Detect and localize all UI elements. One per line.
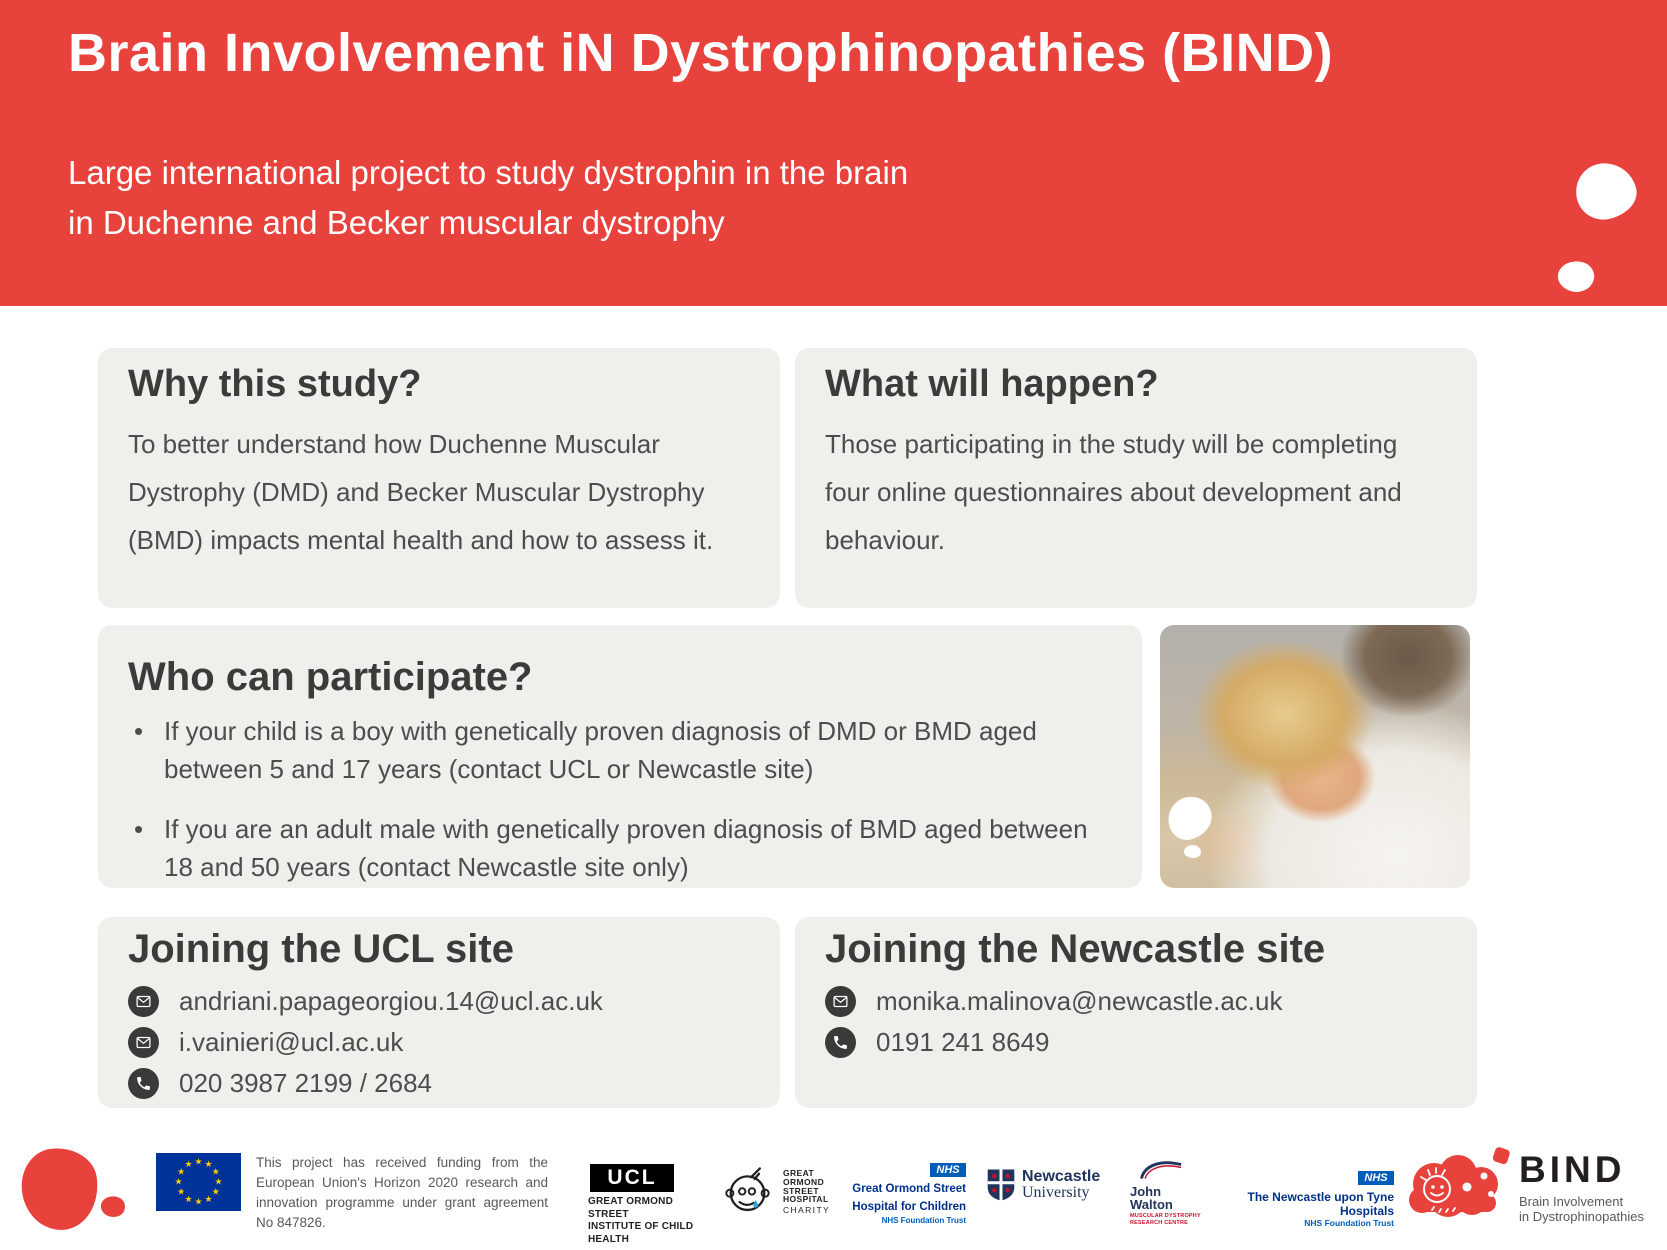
red-blob-decor-icon [16, 1143, 104, 1235]
who-bullet-list: If your child is a boy with genetically … [128, 712, 1088, 886]
gosh-charity-logo-text: GREAT ORMOND STREET HOSPITAL CHARITY [783, 1168, 831, 1216]
walton-swoosh-icon [1140, 1161, 1182, 1180]
email-icon [128, 986, 159, 1017]
section-what-will-happen: What will happen? Those participating in… [795, 348, 1477, 608]
what-body: Those participating in the study will be… [825, 429, 1402, 555]
child-hug-photo [1160, 625, 1470, 888]
gosh-nhs-trust-logo: NHS Great Ormond Street Hospital for Chi… [852, 1163, 966, 1225]
contact-row: 0191 241 8649 [825, 1027, 1447, 1058]
white-blob-decor-icon [1570, 157, 1642, 225]
section-joining-newcastle-site: Joining the Newcastle site monika.malino… [795, 917, 1477, 1108]
header-banner: Brain Involvement iN Dystrophinopathies … [0, 0, 1667, 306]
bind-logo-text: BIND Brain Involvement in Dystrophinopat… [1519, 1149, 1645, 1225]
ucl-phone: 020 3987 2199 / 2684 [179, 1068, 433, 1098]
ucl-site-title: Joining the UCL site [128, 927, 514, 971]
newcastle-shield-icon [987, 1169, 1015, 1201]
john-walton-centre-logo: John Walton MUSCULAR DYSTROPHY RESEARCH … [1130, 1158, 1210, 1226]
section-why-this-study: Why this study? To better understand how… [98, 348, 780, 608]
ucl-email-2: i.vainieri@ucl.ac.uk [179, 1027, 404, 1057]
newcastle-contact-list: monika.malinova@newcastle.ac.uk 0191 241… [825, 986, 1447, 1058]
ucl-institute-logo: UCL GREAT ORMOND STREET INSTITUTE OF CHI… [588, 1164, 708, 1246]
newcastle-nhs-trust-logo: NHS The Newcastle upon Tyne Hospitals NH… [1247, 1171, 1394, 1228]
white-blob-decor-icon [1163, 792, 1217, 844]
funding-statement: This project has received funding from t… [256, 1155, 548, 1230]
why-body: To better understand how Duchenne Muscul… [128, 429, 714, 555]
page-title: Brain Involvement iN Dystrophinopathies … [68, 23, 1334, 83]
page-subtitle: Large international project to study dys… [68, 148, 908, 248]
email-icon [128, 1027, 159, 1058]
section-who-can-participate: Who can participate? If your child is a … [98, 625, 1142, 888]
contact-row: andriani.papageorgiou.14@ucl.ac.uk [128, 986, 750, 1017]
white-blob-decor-small-icon [1554, 256, 1598, 297]
nhs-logo: NHS [1358, 1171, 1394, 1185]
bind-wordmark: BIND [1519, 1149, 1626, 1190]
email-icon [825, 986, 856, 1017]
phone-icon [128, 1068, 159, 1099]
newcastle-university-logo: Newcastle University [986, 1168, 1100, 1202]
subtitle-line-2: in Duchenne and Becker muscular dystroph… [68, 204, 725, 241]
ucl-wordmark: UCL [590, 1164, 674, 1192]
nhs-logo: NHS [930, 1163, 966, 1177]
newcastle-email: monika.malinova@newcastle.ac.uk [876, 986, 1283, 1016]
who-title: Who can participate? [128, 655, 533, 699]
subtitle-line-1: Large international project to study dys… [68, 154, 909, 191]
contact-row: 020 3987 2199 / 2684 [128, 1068, 750, 1099]
white-blob-decor-small-icon [1183, 843, 1202, 860]
gosh-charity-face-icon [725, 1167, 770, 1212]
why-title: Why this study? [128, 363, 422, 405]
phone-icon [825, 1027, 856, 1058]
ucl-institute-text: GREAT ORMOND STREET INSTITUTE OF CHILD H… [588, 1196, 694, 1245]
what-title: What will happen? [825, 363, 1159, 405]
ucl-email-1: andriani.papageorgiou.14@ucl.ac.uk [179, 986, 603, 1016]
red-blob-dot-icon [98, 1192, 128, 1221]
newcastle-university-text: Newcastle University [1022, 1168, 1101, 1201]
ucl-contact-list: andriani.papageorgiou.14@ucl.ac.uk i.vai… [128, 986, 750, 1099]
who-bullet-2: If you are an adult male with geneticall… [128, 810, 1088, 886]
section-joining-ucl-site: Joining the UCL site andriani.papageorgi… [98, 917, 780, 1108]
who-bullet-1: If your child is a boy with genetically … [128, 712, 1088, 788]
contact-row: i.vainieri@ucl.ac.uk [128, 1027, 750, 1058]
bind-cloud-logo-icon [1409, 1147, 1510, 1217]
newcastle-site-title: Joining the Newcastle site [825, 927, 1326, 971]
contact-row: monika.malinova@newcastle.ac.uk [825, 986, 1447, 1017]
newcastle-phone: 0191 241 8649 [876, 1027, 1050, 1057]
eu-flag-logo [156, 1153, 241, 1211]
